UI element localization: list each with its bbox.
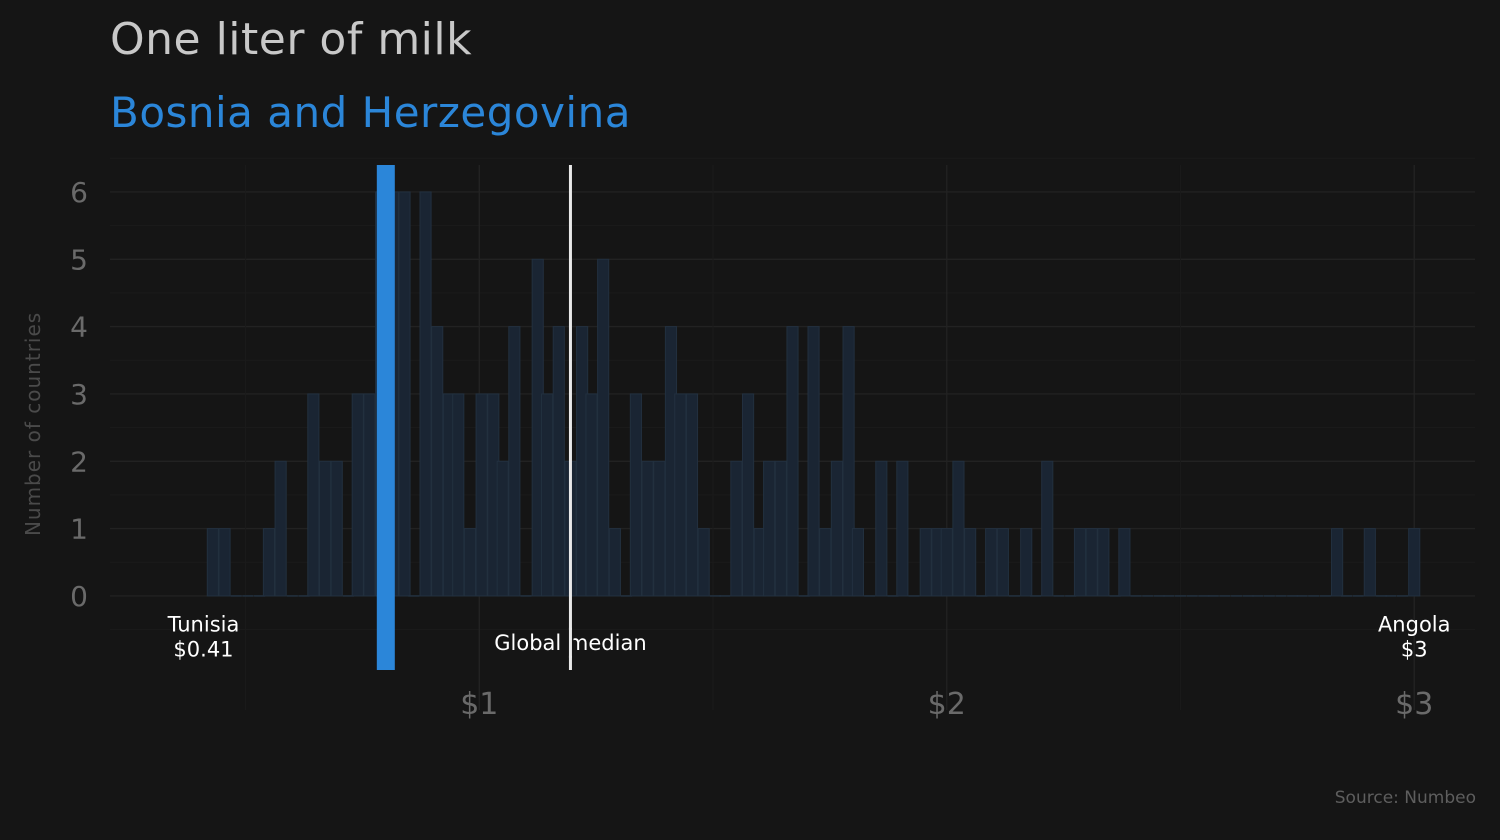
chart-subtitle: Bosnia and Herzegovina (110, 88, 631, 137)
histogram-bar (786, 326, 799, 597)
histogram-bar (830, 460, 843, 597)
histogram-bar (1085, 528, 1098, 597)
y-tick-label: 6 (70, 176, 88, 209)
histogram-bar (274, 460, 287, 597)
histogram-bar (318, 460, 332, 597)
histogram-bar (475, 393, 488, 597)
histogram-bar (964, 528, 977, 597)
y-tick-label: 4 (70, 311, 88, 344)
annotation-country: Angola (1378, 613, 1451, 637)
y-axis-label: Number of countries (21, 312, 45, 536)
histogram-bar (585, 393, 598, 597)
histogram-bar (1363, 528, 1376, 597)
histogram-bar (875, 460, 888, 597)
histogram-bar (452, 393, 465, 597)
histogram-bar (419, 191, 432, 597)
histogram-bar (608, 528, 621, 597)
annotation-country: Tunisia (167, 613, 240, 637)
histogram-bar (842, 326, 855, 597)
histogram-bar (552, 326, 565, 597)
histogram-bar (742, 393, 755, 597)
histogram-bar (1408, 528, 1421, 597)
histogram-bar (463, 528, 477, 597)
y-tick-label: 5 (70, 243, 88, 276)
histogram-bar (807, 326, 820, 597)
histogram-bar (398, 191, 411, 597)
histogram-bar (896, 460, 909, 597)
histogram-bar (952, 460, 965, 597)
histogram-bar (919, 528, 932, 597)
histogram-bar (1041, 460, 1054, 597)
histogram-bar (674, 393, 687, 597)
chart-title: One liter of milk (110, 14, 473, 65)
histogram-bar (1073, 528, 1087, 597)
histogram-bar (218, 528, 231, 597)
histogram-bar (496, 460, 509, 597)
histogram-bar (597, 258, 610, 597)
histogram-bar (1020, 528, 1033, 597)
x-tick-label: $1 (460, 687, 498, 722)
histogram-bar (363, 393, 376, 597)
histogram-bar (330, 460, 343, 597)
histogram-bar (1097, 528, 1110, 597)
histogram-bar (262, 528, 276, 597)
y-tick-label: 1 (70, 513, 88, 546)
highlight-bar (376, 165, 395, 670)
histogram-bar (307, 393, 320, 597)
histogram-bars (206, 191, 1421, 597)
histogram-bar (431, 326, 444, 597)
histogram-bar (697, 528, 710, 597)
histogram-bar (541, 393, 554, 597)
histogram-bar (1118, 528, 1131, 597)
x-tick-label: $3 (1395, 687, 1433, 722)
histogram-bar (1331, 528, 1344, 597)
histogram-bar (819, 528, 832, 597)
histogram-bar (508, 326, 521, 597)
y-tick-label: 3 (70, 378, 88, 411)
histogram-bar (763, 460, 776, 597)
histogram-bar (996, 528, 1009, 597)
histogram-bar (940, 528, 953, 597)
histogram-bar (641, 460, 654, 597)
x-tick-label: $2 (928, 687, 966, 722)
histogram-bar (774, 460, 787, 597)
annotation-price: $3 (1401, 638, 1428, 662)
histogram-bar (985, 528, 998, 597)
source-note: Source: Numbeo (1334, 788, 1476, 808)
histogram-bar (851, 528, 865, 597)
y-tick-label: 0 (70, 580, 88, 613)
histogram-bar (206, 528, 219, 597)
annotation-price: $0.41 (173, 638, 233, 662)
histogram-bar (685, 393, 699, 597)
histogram-bar (730, 460, 743, 597)
histogram-bar (629, 393, 642, 597)
y-tick-label: 2 (70, 445, 88, 478)
reference-marks: Global median (376, 165, 647, 670)
histogram-bar (351, 393, 364, 597)
histogram-bar (653, 460, 666, 597)
